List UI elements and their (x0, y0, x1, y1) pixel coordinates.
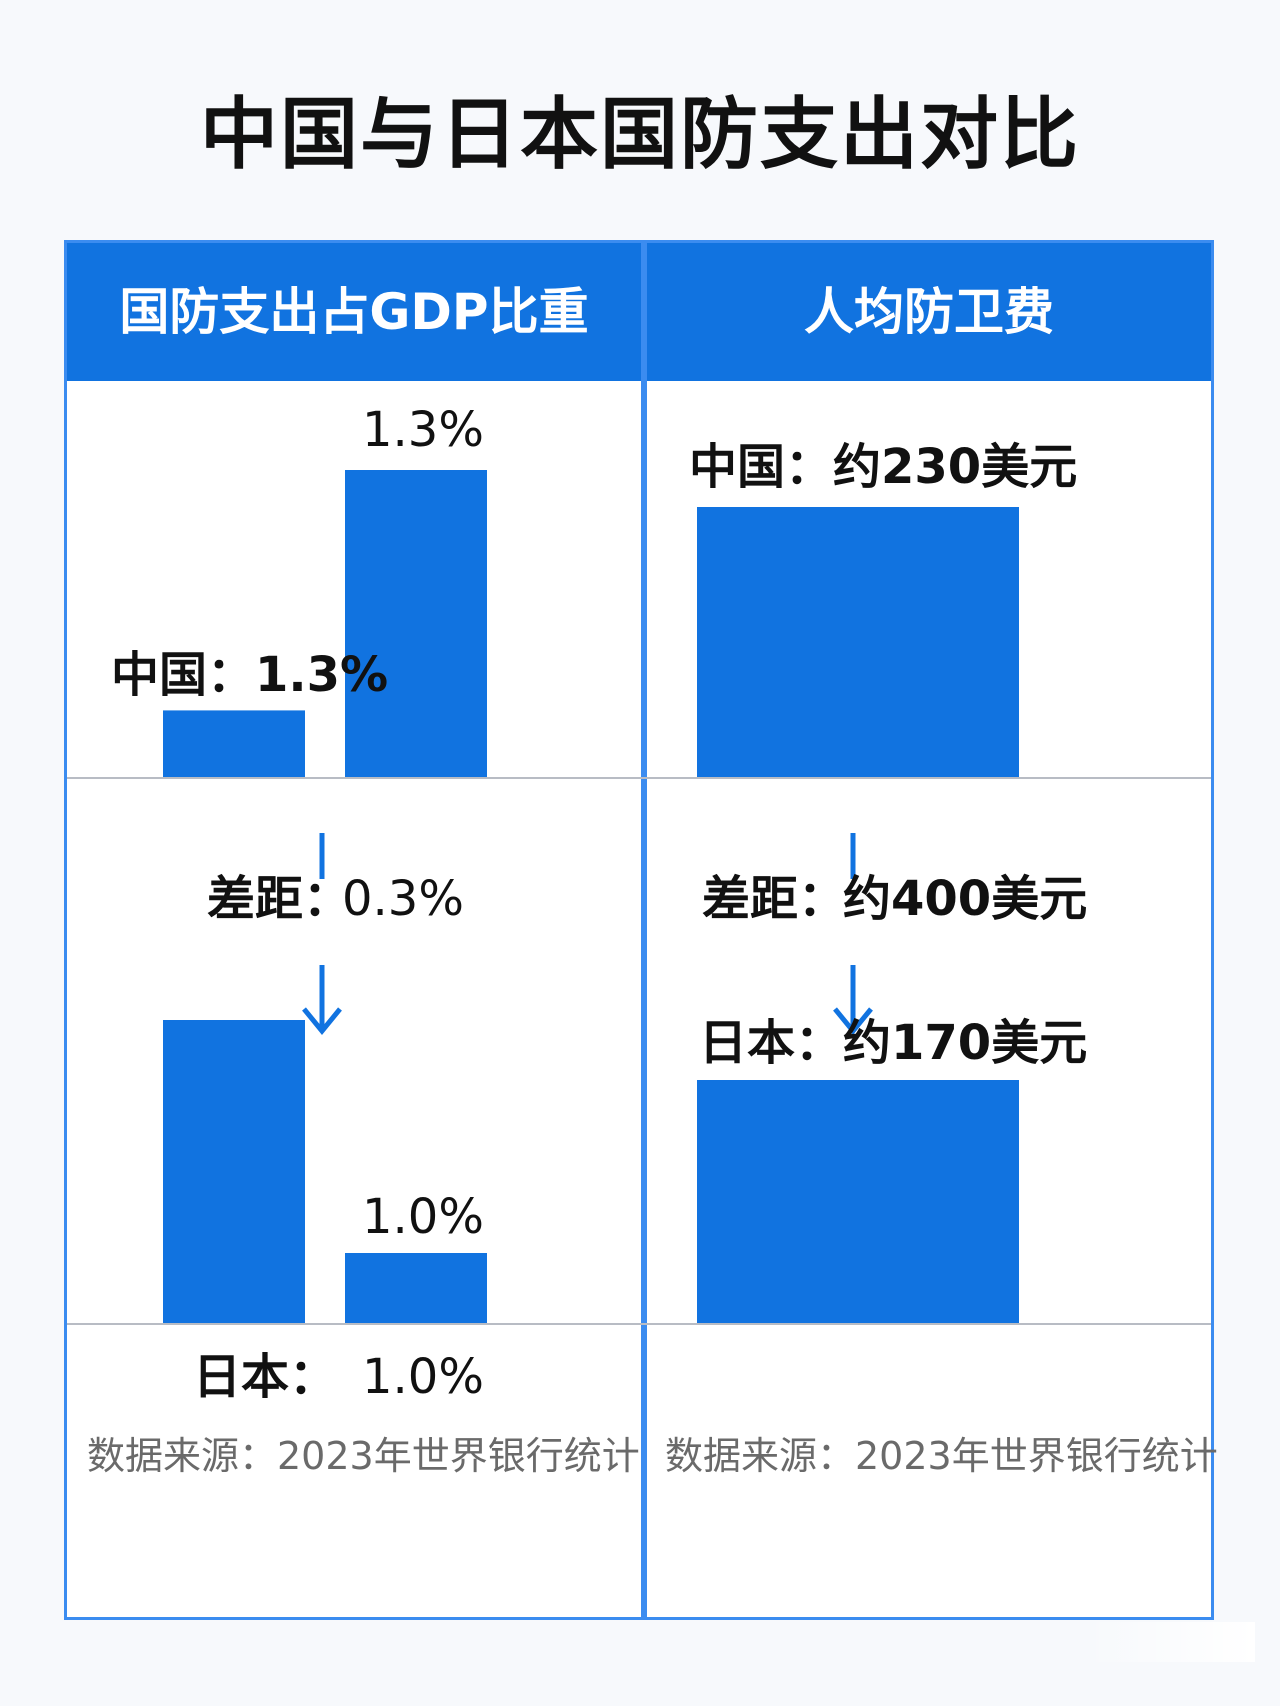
page-title: 中国与日本国防支出对比 (199, 90, 1080, 180)
right-source-note: 数据来源：2023年世界银行统计 (665, 1434, 1218, 1478)
upper-tall-bar-value: 1.3% (362, 402, 484, 458)
left-source-note: 数据来源：2023年世界银行统计 (87, 1434, 640, 1478)
lower-small-bar-value: 1.0% (362, 1189, 484, 1245)
bar-china-lower-tall (163, 1020, 305, 1323)
comparison-frame: 国防支出占GDP比重 人均防卫费 1.3% 中国：1.3% 差距： 0.3% 1… (64, 240, 1218, 1620)
right-panel-header: 人均防卫费 (647, 243, 1211, 381)
left-arrow-icon (302, 833, 342, 1035)
watermark-fade (1085, 1622, 1255, 1662)
right-gap-label: 差距： (702, 871, 847, 927)
bar-china-upper-small (163, 710, 305, 777)
bar-china-upper-tall (345, 470, 487, 777)
lower-baseline (67, 1323, 1211, 1325)
right-gap-value: 约400美元 (843, 871, 1088, 927)
bar-japan-lower-small (345, 1253, 487, 1323)
upper-baseline (67, 777, 1211, 779)
bars-svg (163, 470, 1019, 1323)
china-gdp-label: 中国：1.3% (111, 647, 389, 703)
bar-japan-per-capita (697, 1080, 1019, 1323)
china-per-capita-label: 中国：约230美元 (689, 439, 1078, 495)
japan-gdp-value: 1.0% (362, 1349, 484, 1405)
right-arrow-icon (833, 833, 873, 1035)
left-panel-header: 国防支出占GDP比重 (67, 243, 641, 381)
left-gap-label: 差距： (207, 871, 352, 927)
bar-china-per-capita (697, 507, 1019, 777)
japan-per-capita-label: 日本：约170美元 (699, 1015, 1088, 1071)
panel-divider (641, 243, 647, 1617)
left-gap-value: 0.3% (342, 871, 464, 927)
japan-gdp-label: 日本： (193, 1349, 338, 1405)
